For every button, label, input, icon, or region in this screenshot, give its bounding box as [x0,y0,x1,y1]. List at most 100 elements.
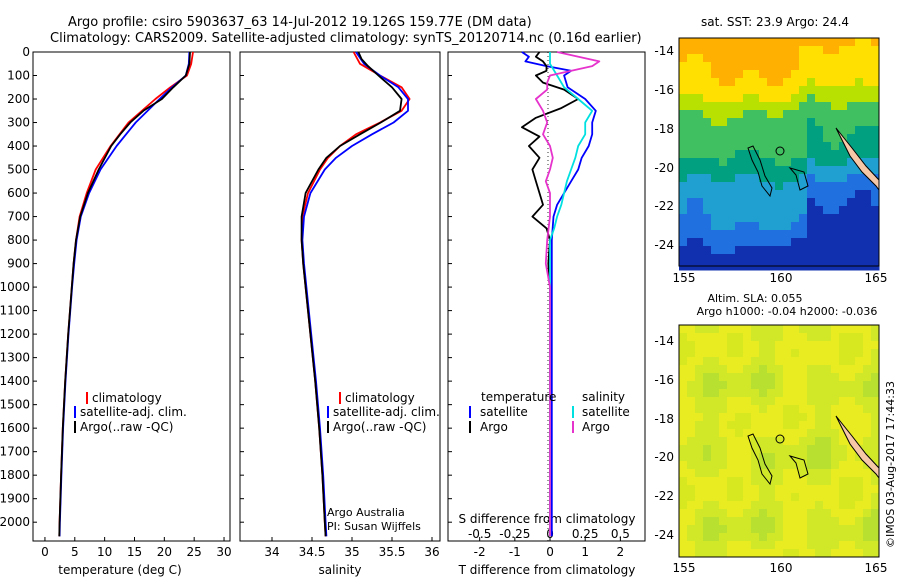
map-cell [711,525,720,534]
map-cell [695,238,704,247]
map-cell [687,397,696,406]
map-cell [703,437,712,446]
map-cell [735,445,744,454]
map-cell [759,142,768,151]
map-cell [775,501,784,510]
map-cell [679,533,688,542]
difference-legend: temperature satellite Argo salinity sate… [469,390,630,434]
map-cell [735,493,744,502]
map-cell [775,54,784,63]
map-cell [711,325,720,334]
map-cell [815,541,824,550]
map-cell [703,126,712,135]
map-cell [815,349,824,358]
map-cell [839,166,848,175]
map-cell [815,158,824,167]
map-cell [719,230,728,239]
map-cell [687,493,696,502]
map-cell [695,445,704,454]
map-cell [687,254,696,263]
map-cell [839,373,848,382]
map-cell [727,254,736,263]
map-cell [815,445,824,454]
map-cell [775,150,784,159]
map-cell [807,429,816,438]
map-cell [735,118,744,127]
map-cell [799,349,808,358]
map-cell [863,246,872,255]
map-cell [703,381,712,390]
map-cell [815,429,824,438]
map-cell [863,198,872,207]
map-cell [679,325,688,334]
map-cell [743,166,752,175]
map-cell [847,126,856,135]
map-cell [751,238,760,247]
map-cell [735,405,744,414]
map-cell [719,517,728,526]
map-cell [743,254,752,263]
map-cell [767,222,776,231]
map-cell [863,230,872,239]
map-cell [799,429,808,438]
map-cell [695,70,704,79]
map-cell [687,357,696,366]
map-cell [847,246,856,255]
map-cell [823,38,832,47]
x-tick-label: 35 [344,545,359,559]
map-cell [799,182,808,191]
map-cell [679,206,688,215]
map-cell [743,246,752,255]
map-cell [791,381,800,390]
map-cell [791,254,800,263]
map-cell [871,134,880,143]
map-cell [807,158,816,167]
map-cell [775,222,784,231]
map-cell [735,86,744,95]
map-cell [775,373,784,382]
map-cell [839,517,848,526]
lat-tick-label: -16 [654,373,674,387]
map-cell [767,525,776,534]
map-cell [855,230,864,239]
map-cell [791,421,800,430]
map-cell [703,549,712,558]
map-cell [775,413,784,422]
map-cell [711,158,720,167]
map-cell [743,485,752,494]
map-cell [727,437,736,446]
map-cell [799,62,808,71]
map-cell [831,429,840,438]
map-cell [767,166,776,175]
map-cell [679,214,688,223]
map-cell [847,190,856,199]
map-cell [807,477,816,486]
lon-tick-label: 160 [770,271,793,285]
map-cell [759,445,768,454]
map-cell [767,421,776,430]
map-cell [799,381,808,390]
map-cell [799,46,808,55]
map-cell [855,102,864,111]
map-cell [727,94,736,103]
map-cell [847,453,856,462]
map-cell [807,78,816,87]
map-cell [775,365,784,374]
map-cell [775,38,784,47]
map-cell [711,357,720,366]
map-cell [799,214,808,223]
map-cell [823,341,832,350]
map-cell [871,86,880,95]
map-cell [847,333,856,342]
map-cell [735,78,744,87]
map-cell [759,182,768,191]
map-cell [791,174,800,183]
map-cell [735,110,744,119]
map-cell [751,102,760,111]
map-cell [695,461,704,470]
map-axes: 155155160160165165-14-14-16-16-18-18-20-… [654,44,887,575]
map-cell [695,493,704,502]
map-cell [775,421,784,430]
map-cell [743,509,752,518]
map-cell [847,413,856,422]
